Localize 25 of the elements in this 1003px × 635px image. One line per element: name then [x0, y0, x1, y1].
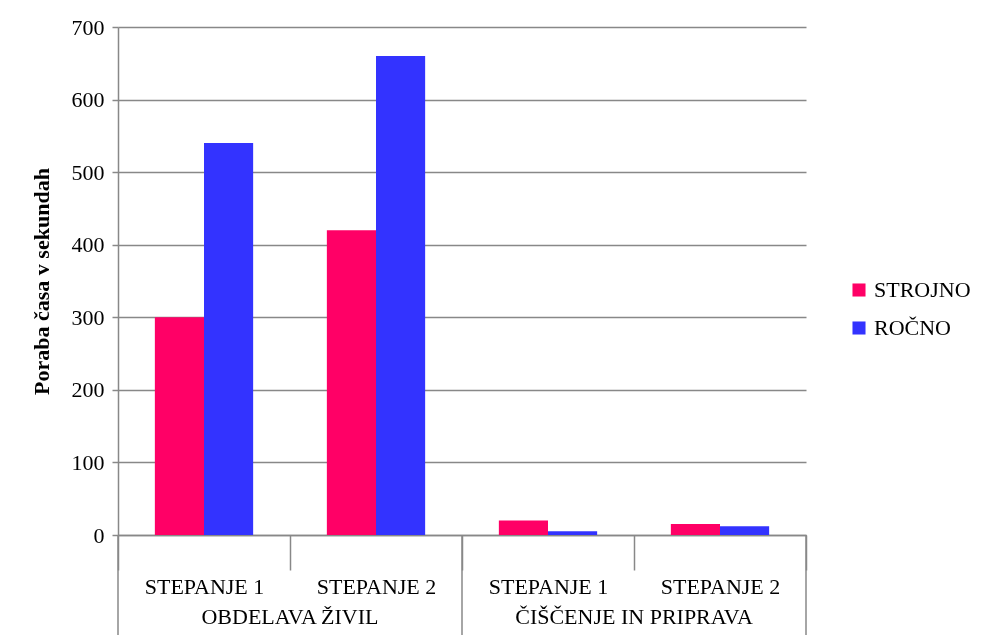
- y-tick-label: 400: [71, 232, 105, 258]
- x-tick-label: STEPANJE 2: [660, 573, 781, 599]
- bar: [720, 526, 770, 535]
- text: OBDELAVA ŽIVIL: [201, 604, 379, 629]
- bar: [670, 524, 720, 535]
- bar: [548, 531, 598, 535]
- bar: [204, 143, 254, 535]
- legend-label: ROČNO: [874, 315, 952, 340]
- bar: [326, 230, 376, 535]
- bar: [498, 520, 548, 535]
- y-tick-label: 700: [71, 14, 105, 40]
- legend-label: STROJNO: [874, 277, 971, 302]
- y-tick-label: 300: [71, 304, 105, 330]
- y-tick-label: 100: [71, 449, 105, 475]
- bar: [154, 317, 204, 535]
- x-tick-label: STEPANJE 2: [316, 573, 437, 599]
- y-tick-label: 500: [71, 159, 105, 185]
- y-tick-label: 0: [93, 522, 105, 548]
- y-tick-label: 200: [71, 377, 105, 403]
- bar: [376, 56, 426, 535]
- text: ČIŠČENJE IN PRIPRAVA: [515, 604, 753, 629]
- y-tick-label: 600: [71, 87, 105, 113]
- x-tick-label: STEPANJE 1: [144, 573, 265, 599]
- y-axis-title: Poraba časa v sekundah: [28, 168, 54, 395]
- x-tick-label: STEPANJE 1: [488, 573, 609, 599]
